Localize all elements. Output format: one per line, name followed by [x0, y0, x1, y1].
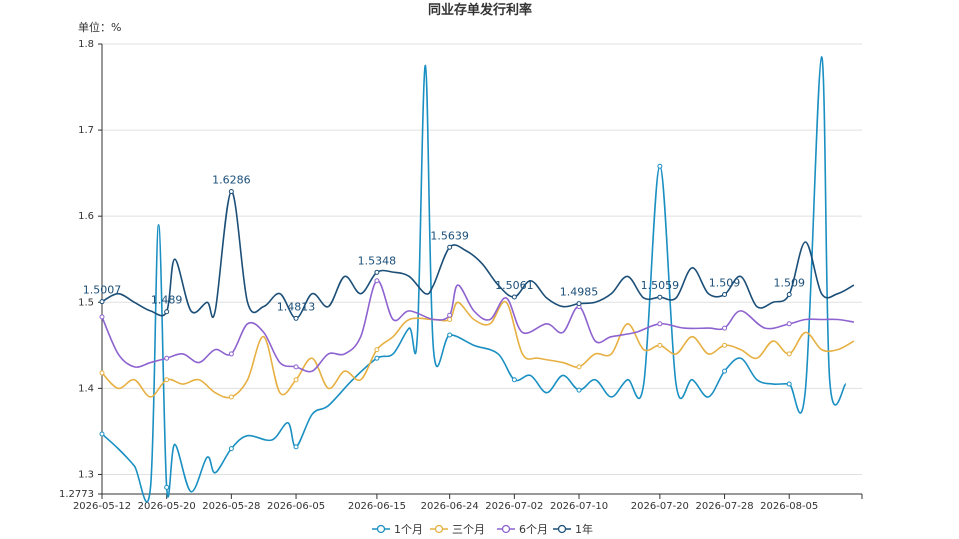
data-point[interactable]: [722, 325, 728, 331]
x-tick-label: 2026-07-20: [631, 501, 689, 512]
data-point[interactable]: [228, 189, 234, 195]
legend-item[interactable]: 1个月: [372, 523, 423, 536]
x-tick-label: 2026-06-05: [267, 501, 325, 512]
data-point[interactable]: [164, 484, 170, 490]
data-point[interactable]: [447, 312, 453, 318]
data-point[interactable]: [657, 294, 663, 300]
x-tick-label: 2026-07-10: [550, 501, 608, 512]
series-line[interactable]: [101, 190, 855, 320]
data-label: 1.509: [773, 277, 805, 290]
legend-item[interactable]: 1年: [553, 522, 593, 536]
data-point[interactable]: [722, 342, 728, 348]
data-point[interactable]: [228, 394, 234, 400]
data-point[interactable]: [99, 431, 105, 437]
x-tick-label: 2026-06-24: [421, 501, 479, 512]
data-point[interactable]: [99, 314, 105, 320]
series-lines: [101, 56, 855, 503]
data-point[interactable]: [722, 368, 728, 374]
x-tick-label: 2026-05-20: [138, 501, 196, 512]
data-label: 1.5059: [641, 279, 680, 292]
y-tick-label: 1.6: [78, 211, 94, 222]
data-point[interactable]: [374, 269, 380, 275]
x-tick-label: 2026-05-12: [73, 501, 131, 512]
data-point[interactable]: [447, 316, 453, 322]
data-point[interactable]: [228, 446, 234, 452]
data-point[interactable]: [164, 355, 170, 361]
legend-marker-icon: [434, 524, 444, 534]
data-point[interactable]: [293, 444, 299, 450]
data-label: 1.4985: [560, 286, 599, 299]
data-point[interactable]: [99, 370, 105, 376]
data-label: 1.5348: [358, 254, 397, 267]
data-point[interactable]: [447, 332, 453, 338]
legend[interactable]: 1个月 三个月 6个月 1年: [372, 522, 593, 536]
legend-item[interactable]: 三个月: [430, 523, 485, 536]
data-point[interactable]: [657, 342, 663, 348]
data-point[interactable]: [374, 355, 380, 361]
data-point[interactable]: [786, 351, 792, 357]
y-tick-label: 1.4: [78, 383, 94, 394]
legend-label: 1年: [575, 522, 593, 536]
data-point[interactable]: [576, 364, 582, 370]
data-point[interactable]: [293, 364, 299, 370]
data-point[interactable]: [511, 377, 517, 383]
unit-label: 单位：%: [78, 20, 121, 34]
legend-label: 6个月: [519, 523, 548, 536]
data-label: 1.4813: [277, 300, 316, 313]
data-point[interactable]: [786, 381, 792, 387]
data-label: 1.5007: [83, 284, 122, 297]
data-point[interactable]: [374, 347, 380, 353]
y-tick-label: 1.5: [78, 297, 94, 308]
data-point[interactable]: [722, 292, 728, 298]
y-tick-label: 1.7: [78, 125, 94, 136]
x-tick-label: 2026-07-28: [695, 501, 753, 512]
data-point[interactable]: [576, 387, 582, 393]
data-markers: [99, 163, 792, 490]
legend-marker-icon: [501, 524, 511, 534]
data-point[interactable]: [447, 244, 453, 250]
data-point[interactable]: [576, 301, 582, 307]
x-tick-label: 2026-05-28: [202, 501, 260, 512]
data-point[interactable]: [657, 163, 663, 169]
data-point[interactable]: [786, 321, 792, 327]
data-label: 1.5061: [495, 279, 534, 292]
data-point[interactable]: [99, 299, 105, 305]
legend-marker-icon: [557, 524, 567, 534]
x-tick-label: 2026-08-05: [760, 501, 818, 512]
data-label: 1.509: [709, 277, 741, 290]
chart-title: 同业存单发行利率: [428, 2, 532, 18]
data-labels: 1.5007 1.489 1.6286 1.4813 1.5348 1.5639 1.506…: [83, 174, 805, 314]
data-point[interactable]: [164, 377, 170, 383]
legend-item[interactable]: 6个月: [497, 523, 548, 536]
data-point[interactable]: [657, 321, 663, 327]
legend-label: 三个月: [452, 523, 485, 536]
data-point[interactable]: [786, 292, 792, 298]
y-tick-label: 1.8: [78, 39, 94, 50]
y-tick-label: 1.2773: [59, 489, 94, 500]
data-point[interactable]: [164, 309, 170, 315]
data-label: 1.5639: [430, 229, 469, 242]
legend-marker-icon: [376, 524, 386, 534]
legend-label: 1个月: [394, 523, 423, 536]
series-line[interactable]: [101, 300, 855, 399]
data-point[interactable]: [293, 315, 299, 321]
data-point[interactable]: [228, 351, 234, 357]
data-point[interactable]: [511, 294, 517, 300]
axes: 1.2773 1.3 1.4 1.5 1.6 1.7 1.8 2026-05-12 2026-0…: [59, 39, 863, 512]
x-tick-label: 2026-07-02: [485, 501, 543, 512]
data-point[interactable]: [293, 377, 299, 383]
grid-lines: [102, 43, 862, 495]
y-tick-label: 1.3: [78, 469, 94, 480]
data-point[interactable]: [374, 278, 380, 284]
data-label: 1.489: [151, 294, 183, 307]
data-label: 1.6286: [212, 174, 251, 187]
x-tick-label: 2026-06-15: [348, 501, 406, 512]
